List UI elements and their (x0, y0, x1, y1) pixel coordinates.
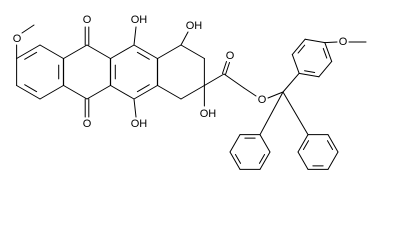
bond (24, 84, 38, 93)
atom-label: O (83, 14, 92, 26)
atom-label: OH (131, 118, 148, 130)
atom-label: O (13, 33, 22, 45)
bond (16, 44, 41, 59)
bond (39, 44, 64, 59)
atom-label: O (226, 50, 235, 62)
bond (324, 42, 333, 62)
bond (203, 73, 225, 86)
bond (136, 51, 150, 60)
bond (302, 140, 310, 151)
bond (267, 91, 284, 99)
bond (229, 151, 241, 170)
bond (291, 38, 306, 56)
bond (297, 151, 309, 170)
bond (180, 31, 189, 46)
bond (297, 44, 306, 54)
bond (180, 85, 205, 100)
bond (157, 85, 182, 100)
bond (282, 91, 309, 136)
bond (133, 85, 158, 100)
bond (304, 70, 316, 74)
bond (225, 62, 231, 76)
bond (259, 134, 271, 153)
atom-label: OH (131, 14, 148, 26)
bond (223, 73, 245, 89)
atom-label: O (339, 36, 348, 48)
bond (327, 134, 339, 153)
atom-label: OH (200, 108, 217, 120)
bond (86, 85, 111, 100)
bond (229, 134, 241, 153)
bond (21, 24, 35, 34)
bond (133, 26, 137, 46)
bond (259, 91, 284, 136)
structure-diagram: O O OH OH O O O O OH OH (13, 14, 367, 170)
bond (63, 85, 88, 100)
bond (243, 87, 257, 97)
bond (234, 153, 242, 164)
atom-label: OH (186, 20, 203, 32)
bond (86, 44, 111, 59)
bond (221, 60, 227, 74)
bond (304, 38, 326, 44)
bond (110, 85, 135, 100)
bond (258, 153, 266, 164)
bond (282, 72, 300, 93)
bond (327, 151, 339, 170)
bond (180, 44, 205, 59)
bond (259, 151, 271, 170)
bond (297, 134, 309, 153)
bond (324, 41, 338, 44)
bond (157, 44, 182, 59)
bond (16, 85, 41, 100)
bond (298, 72, 320, 78)
bond (133, 44, 158, 59)
bond (133, 98, 137, 118)
bond (110, 44, 135, 59)
bond (291, 54, 300, 74)
bond (326, 140, 334, 151)
bond (39, 85, 64, 100)
bond (318, 60, 333, 78)
atom-label: O (258, 94, 267, 106)
bond (322, 47, 328, 59)
bond (63, 44, 88, 59)
atom-label: O (83, 118, 92, 130)
bond (24, 51, 38, 60)
bond (136, 84, 150, 93)
